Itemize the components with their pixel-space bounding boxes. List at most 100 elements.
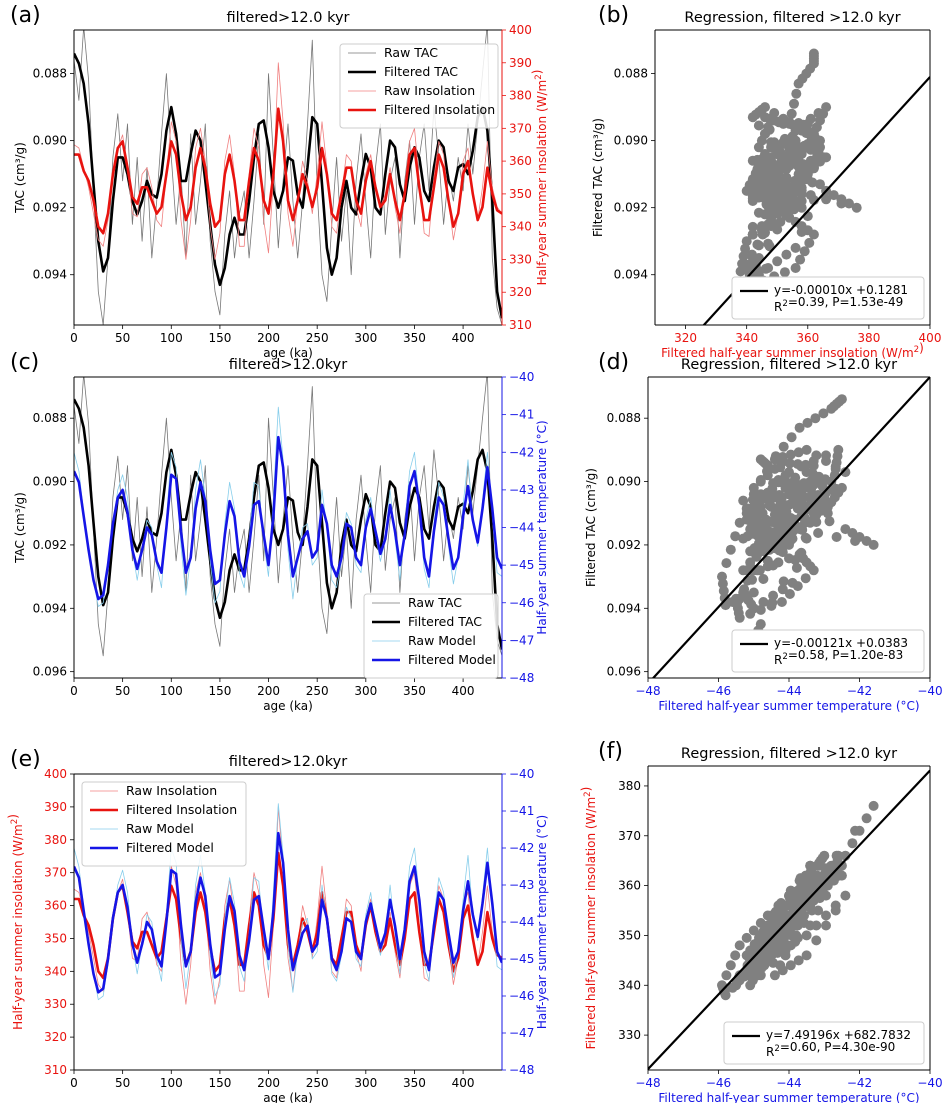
scatter-point [826, 403, 837, 414]
scatter-point [760, 227, 770, 238]
scatter-point [730, 531, 741, 542]
scatter-point [861, 813, 872, 824]
scatter-point [747, 253, 758, 263]
y2-tick-label: 370 [509, 121, 532, 135]
scatter-point [740, 243, 751, 254]
legend-equation: y=7.49196x +682.7832 [766, 1028, 911, 1042]
scatter-point [793, 78, 804, 89]
scatter-point [786, 432, 797, 443]
y2-tick-label: 310 [509, 318, 532, 332]
x-tick-label: 100 [160, 684, 183, 698]
scatter-point [824, 516, 835, 527]
regression-line [702, 76, 930, 325]
scatter-point [790, 143, 801, 154]
scatter-point [785, 960, 796, 971]
scatter-point [811, 450, 822, 461]
scatter-point [795, 254, 806, 265]
scatter-point [830, 483, 841, 494]
scatter-point [851, 202, 862, 213]
scatter-point [762, 460, 773, 471]
legend-stats: R2=0.60, P=4.30e-90 [766, 1040, 895, 1059]
legend-label: Raw Insolation [126, 783, 217, 798]
x-tick-label: −46 [706, 1076, 731, 1090]
scatter-point [784, 890, 794, 901]
x-tick-label: −42 [847, 1076, 872, 1090]
scatter-point [747, 155, 758, 166]
scatter-point [808, 460, 819, 471]
scatter-point [747, 229, 758, 240]
scatter-point [868, 800, 879, 811]
scatter-point [802, 417, 813, 428]
scatter-point [815, 179, 825, 190]
y-axis-label: TAC (cm³/g) [13, 492, 27, 564]
y-tick-label: 340 [44, 964, 67, 978]
x-tick-label: 350 [403, 331, 426, 345]
y2-tick-label: 400 [509, 23, 532, 37]
scatter-point [811, 920, 822, 931]
scatter-point [805, 860, 816, 871]
scatter-point [796, 202, 807, 213]
scatter-point [840, 524, 851, 535]
chart-title: Regression, filtered >12.0 kyr [681, 357, 897, 373]
scatter-points [735, 48, 862, 317]
x-tick-label: −44 [776, 1076, 801, 1090]
scatter-point [760, 128, 770, 139]
y-tick-label: 310 [44, 1063, 67, 1077]
x-tick-label: 250 [306, 684, 329, 698]
y-tick-label: 0.094 [607, 601, 641, 615]
scatter-point [777, 965, 788, 976]
y-tick-label: 0.092 [607, 538, 641, 552]
legend-box [363, 593, 499, 679]
series-filtered-model [74, 435, 502, 601]
y-tick-label: 370 [44, 866, 67, 880]
scatter-point [738, 587, 749, 598]
scatter-point [831, 532, 842, 542]
y-tick-label: 360 [618, 879, 641, 893]
scatter-point [772, 145, 783, 156]
scatter-point [769, 454, 780, 465]
scatter-points [717, 394, 879, 649]
y2-axis-label: Half-year summer temperature (°C) [535, 815, 549, 1029]
x-tick-label: 300 [354, 331, 377, 345]
chart-title: Regression, filtered >12.0 kyr [684, 10, 900, 26]
y-tick-label: 320 [44, 1030, 67, 1044]
scatter-point [778, 576, 789, 587]
scatter-point [781, 187, 792, 198]
scatter-point [821, 920, 831, 931]
scatter-point [811, 935, 822, 946]
scatter-point [787, 577, 798, 588]
scatter-point [781, 249, 792, 260]
y2-axis-label: Half-year summer insolation (W/m2) [530, 70, 549, 286]
scatter-point [802, 169, 813, 180]
y2-tick-label: −40 [509, 370, 534, 384]
scatter-point [840, 467, 851, 478]
legend-label: Raw Model [126, 821, 194, 836]
scatter-point [757, 494, 768, 504]
scatter-point [776, 903, 787, 913]
scatter-point [767, 949, 778, 960]
scatter-point [738, 495, 749, 506]
scatter-point [790, 263, 801, 273]
scatter-point [814, 893, 825, 904]
scatter-point [795, 163, 806, 174]
scatter-point [758, 597, 769, 607]
scatter-point [778, 441, 789, 452]
y2-tick-label: −43 [509, 483, 534, 497]
y2-tick-label: −42 [509, 445, 534, 459]
y-tick-label: 0.090 [607, 475, 641, 489]
series-filtered-insolation [74, 107, 502, 235]
x-tick-label: −42 [847, 684, 872, 698]
x-tick-label: 50 [115, 331, 130, 345]
x-tick-label: −46 [706, 684, 731, 698]
panel-label: (b) [598, 3, 629, 28]
scatter-point [762, 928, 773, 938]
y2-tick-label: −46 [509, 596, 534, 610]
scatter-point [725, 544, 736, 555]
legend-label: Filtered Insolation [384, 102, 495, 117]
y-tick-label: 0.094 [614, 268, 648, 282]
legend-label: Filtered TAC [384, 64, 458, 79]
scatter-point [758, 574, 769, 584]
scatter-point [748, 587, 759, 598]
scatter-point [801, 444, 812, 455]
